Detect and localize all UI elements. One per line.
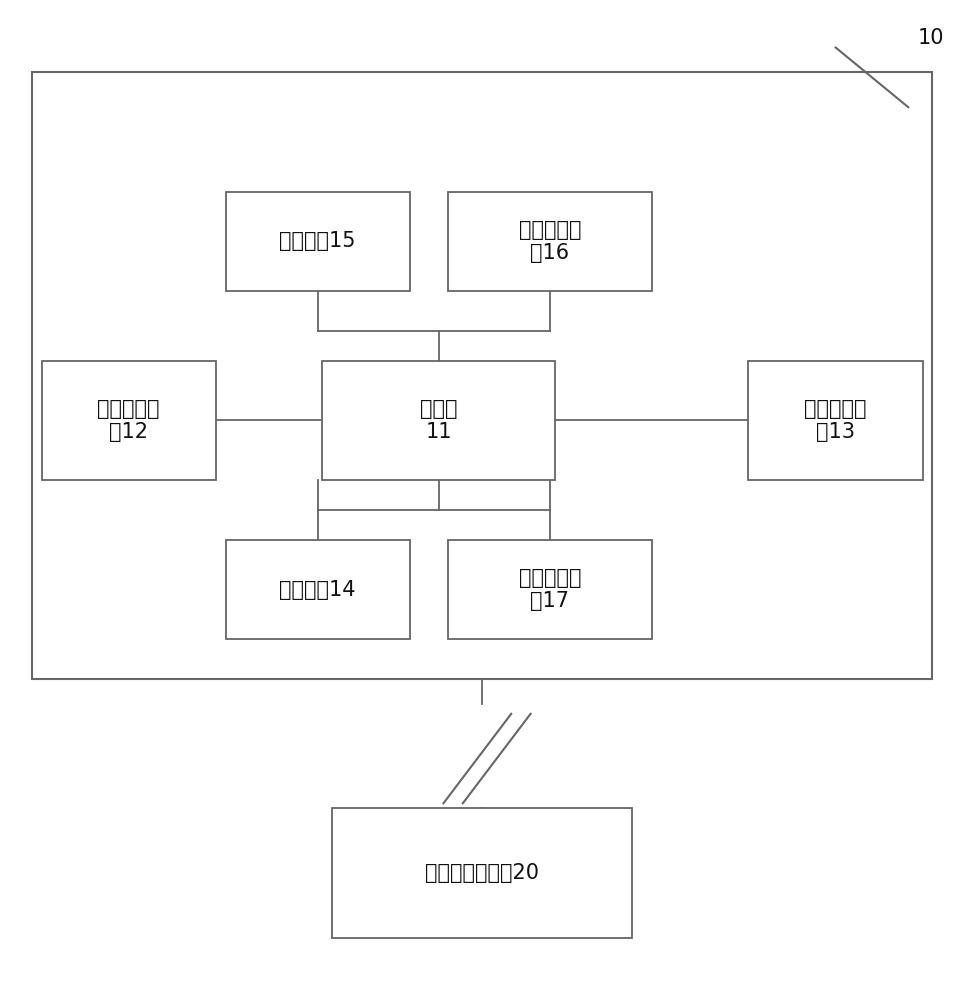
Bar <box>42 361 216 480</box>
Text: 车联网数据中心20: 车联网数据中心20 <box>426 863 540 883</box>
Text: 处理器
11: 处理器 11 <box>420 399 458 442</box>
Bar <box>448 192 652 291</box>
Text: 存储模块15: 存储模块15 <box>280 231 356 251</box>
Text: 第二采集模
块13: 第二采集模 块13 <box>805 399 867 442</box>
Bar <box>32 72 932 679</box>
Text: 第一采集模
块12: 第一采集模 块12 <box>97 399 160 442</box>
Bar <box>322 361 555 480</box>
Bar <box>448 540 652 639</box>
Bar <box>748 361 922 480</box>
Text: 碰撞感应模
块16: 碰撞感应模 块16 <box>519 220 581 263</box>
Text: 无线传输模
块17: 无线传输模 块17 <box>519 568 581 611</box>
Bar <box>332 808 632 938</box>
Bar <box>226 540 409 639</box>
Text: 10: 10 <box>918 28 945 48</box>
Text: 定位模块14: 定位模块14 <box>280 580 356 599</box>
Bar <box>226 192 409 291</box>
